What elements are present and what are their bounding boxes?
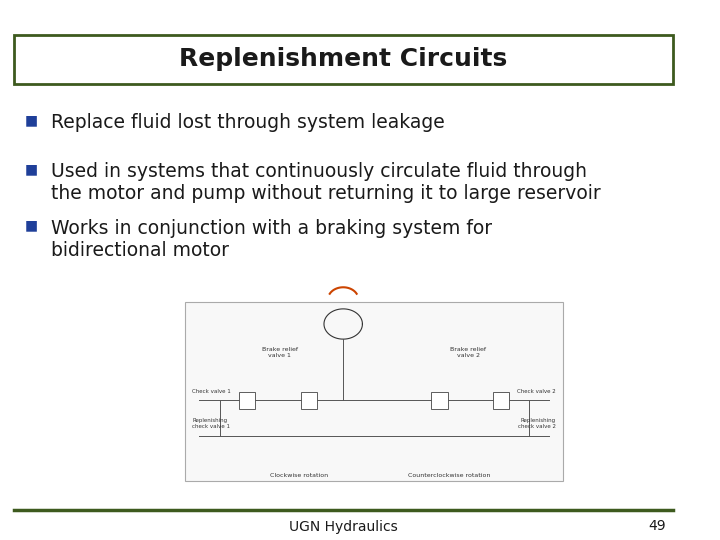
- Text: Used in systems that continuously circulate fluid through
the motor and pump wit: Used in systems that continuously circul…: [52, 162, 601, 203]
- Text: Check valve 2: Check valve 2: [517, 389, 556, 394]
- Text: ■: ■: [24, 113, 37, 127]
- FancyBboxPatch shape: [431, 392, 448, 408]
- Text: Brake relief
valve 2: Brake relief valve 2: [451, 347, 487, 357]
- Text: Replenishing
check valve 2: Replenishing check valve 2: [518, 418, 556, 429]
- Text: Replace fluid lost through system leakage: Replace fluid lost through system leakag…: [52, 113, 445, 132]
- FancyBboxPatch shape: [185, 302, 563, 481]
- Text: Replenishment Circuits: Replenishment Circuits: [179, 48, 508, 71]
- FancyBboxPatch shape: [301, 392, 317, 408]
- Text: 49: 49: [648, 519, 666, 534]
- FancyBboxPatch shape: [14, 35, 672, 84]
- FancyBboxPatch shape: [492, 392, 509, 408]
- Text: Replenishing
check valve 1: Replenishing check valve 1: [192, 418, 230, 429]
- Text: Counterclockwise rotation: Counterclockwise rotation: [408, 473, 491, 478]
- Text: ■: ■: [24, 162, 37, 176]
- Text: Brake relief
valve 1: Brake relief valve 1: [261, 347, 297, 357]
- Text: UGN Hydraulics: UGN Hydraulics: [289, 519, 397, 534]
- FancyBboxPatch shape: [239, 392, 256, 408]
- Text: Clockwise rotation: Clockwise rotation: [269, 473, 328, 478]
- Text: Check valve 1: Check valve 1: [192, 389, 231, 394]
- Text: Works in conjunction with a braking system for
bidirectional motor: Works in conjunction with a braking syst…: [52, 219, 492, 260]
- Text: ■: ■: [24, 219, 37, 233]
